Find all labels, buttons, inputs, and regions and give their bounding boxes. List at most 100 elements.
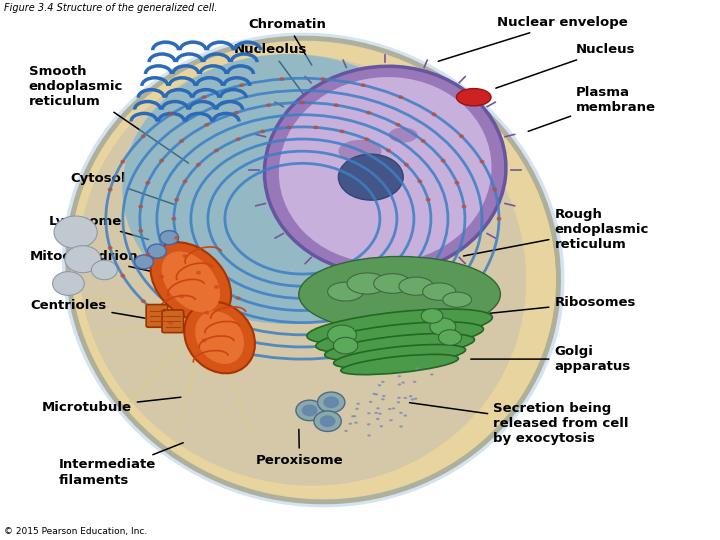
- Text: Cytosol: Cytosol: [71, 172, 174, 204]
- Text: Nucleus: Nucleus: [496, 43, 636, 88]
- Ellipse shape: [400, 426, 403, 428]
- Ellipse shape: [344, 430, 348, 432]
- Ellipse shape: [179, 139, 184, 143]
- FancyBboxPatch shape: [146, 305, 168, 327]
- Text: Golgi
apparatus: Golgi apparatus: [471, 345, 631, 373]
- Ellipse shape: [202, 95, 207, 99]
- Ellipse shape: [184, 302, 255, 373]
- Ellipse shape: [318, 392, 345, 413]
- Ellipse shape: [418, 179, 423, 183]
- Ellipse shape: [148, 244, 166, 258]
- Ellipse shape: [356, 403, 360, 405]
- Ellipse shape: [397, 401, 400, 403]
- Ellipse shape: [266, 103, 271, 107]
- Ellipse shape: [415, 367, 419, 369]
- Ellipse shape: [397, 375, 401, 377]
- Text: Lysosome: Lysosome: [49, 215, 148, 240]
- Ellipse shape: [302, 404, 318, 416]
- Ellipse shape: [421, 309, 443, 323]
- Ellipse shape: [376, 418, 379, 420]
- Ellipse shape: [430, 373, 433, 375]
- Ellipse shape: [260, 130, 265, 133]
- Ellipse shape: [54, 216, 97, 248]
- Ellipse shape: [403, 397, 407, 399]
- Ellipse shape: [355, 408, 359, 410]
- Ellipse shape: [443, 292, 472, 307]
- Text: Intermediate
filaments: Intermediate filaments: [59, 443, 183, 487]
- Text: Smooth
endoplasmic
reticulum: Smooth endoplasmic reticulum: [29, 65, 189, 163]
- Ellipse shape: [401, 382, 405, 384]
- Ellipse shape: [179, 294, 184, 298]
- Ellipse shape: [361, 83, 366, 87]
- Text: © 2015 Pearson Education, Inc.: © 2015 Pearson Education, Inc.: [4, 526, 147, 536]
- Ellipse shape: [300, 100, 305, 105]
- Ellipse shape: [364, 137, 369, 141]
- Ellipse shape: [410, 399, 414, 401]
- Ellipse shape: [333, 345, 466, 368]
- Ellipse shape: [420, 139, 426, 143]
- Ellipse shape: [377, 407, 380, 409]
- Ellipse shape: [320, 77, 325, 81]
- Ellipse shape: [168, 112, 174, 116]
- Ellipse shape: [430, 318, 456, 335]
- Ellipse shape: [441, 159, 446, 163]
- Text: Nuclear envelope: Nuclear envelope: [438, 16, 628, 61]
- Ellipse shape: [366, 111, 371, 114]
- Ellipse shape: [382, 395, 386, 397]
- Ellipse shape: [423, 283, 456, 300]
- Ellipse shape: [413, 381, 416, 383]
- Ellipse shape: [214, 148, 219, 152]
- Ellipse shape: [279, 77, 492, 263]
- Ellipse shape: [399, 411, 402, 414]
- Ellipse shape: [161, 252, 220, 312]
- Ellipse shape: [338, 140, 382, 163]
- Ellipse shape: [328, 282, 364, 301]
- Ellipse shape: [414, 397, 418, 400]
- Ellipse shape: [403, 415, 407, 417]
- Ellipse shape: [333, 103, 338, 107]
- Ellipse shape: [397, 397, 401, 399]
- Text: Chromatin: Chromatin: [248, 18, 326, 65]
- Ellipse shape: [409, 395, 413, 397]
- Ellipse shape: [399, 277, 433, 295]
- Ellipse shape: [390, 419, 393, 421]
- Ellipse shape: [68, 38, 559, 502]
- Ellipse shape: [367, 434, 371, 436]
- Ellipse shape: [386, 148, 391, 152]
- Ellipse shape: [279, 77, 284, 81]
- Ellipse shape: [389, 127, 418, 143]
- Ellipse shape: [107, 246, 112, 250]
- Ellipse shape: [120, 160, 125, 164]
- Ellipse shape: [431, 112, 436, 116]
- Ellipse shape: [378, 384, 382, 386]
- Ellipse shape: [462, 205, 467, 208]
- Ellipse shape: [78, 55, 526, 485]
- Ellipse shape: [381, 381, 384, 383]
- Ellipse shape: [195, 311, 244, 364]
- Ellipse shape: [141, 134, 146, 138]
- Ellipse shape: [138, 205, 143, 208]
- Ellipse shape: [107, 187, 112, 191]
- Ellipse shape: [159, 159, 164, 163]
- Text: Figure 3.4 Structure of the generalized cell.: Figure 3.4 Structure of the generalized …: [4, 3, 217, 13]
- Ellipse shape: [122, 54, 454, 324]
- Ellipse shape: [374, 274, 411, 293]
- Ellipse shape: [392, 407, 395, 409]
- Ellipse shape: [320, 415, 336, 427]
- Ellipse shape: [135, 255, 153, 269]
- Ellipse shape: [351, 415, 355, 417]
- Text: Peroxisome: Peroxisome: [256, 429, 343, 467]
- Ellipse shape: [398, 95, 403, 99]
- Ellipse shape: [168, 321, 174, 325]
- Ellipse shape: [145, 181, 150, 185]
- Ellipse shape: [395, 123, 400, 127]
- Ellipse shape: [381, 398, 384, 400]
- Ellipse shape: [379, 425, 383, 427]
- Text: Microtubule: Microtubule: [42, 397, 181, 414]
- Ellipse shape: [367, 423, 371, 426]
- Ellipse shape: [378, 413, 382, 415]
- Ellipse shape: [369, 401, 372, 403]
- Text: Secretion being
released from cell
by exocytosis: Secretion being released from cell by ex…: [410, 402, 629, 446]
- Ellipse shape: [296, 400, 323, 421]
- Ellipse shape: [459, 134, 464, 138]
